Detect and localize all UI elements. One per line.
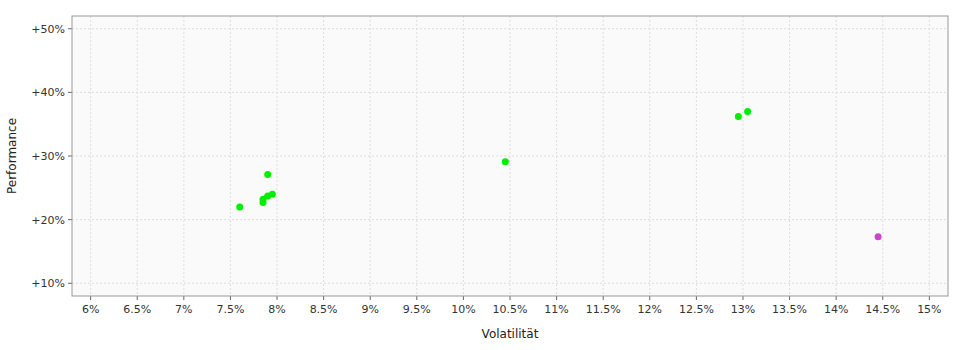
x-tick [416, 296, 417, 300]
x-tick [90, 296, 91, 300]
y-tick [68, 219, 72, 220]
x-grid-line [882, 16, 883, 296]
x-tick [696, 296, 697, 300]
x-tick-label: 14.5% [865, 303, 900, 316]
x-tick-label: 14% [824, 303, 848, 316]
x-tick [649, 296, 650, 300]
points [236, 108, 881, 240]
x-tick-label: 10.5% [493, 303, 528, 316]
point [735, 113, 742, 120]
x-tick-label: 11% [544, 303, 568, 316]
x-tick-label: 6% [82, 303, 99, 316]
grid [72, 16, 948, 296]
x-grid-line [742, 16, 743, 296]
y-grid-line [72, 283, 948, 284]
x-tick-label: 11.5% [586, 303, 621, 316]
x-tick-label: 12.5% [679, 303, 714, 316]
y-tick [68, 28, 72, 29]
x-grid-line [230, 16, 231, 296]
point [236, 203, 243, 210]
x-grid-line [90, 16, 91, 296]
x-tick [556, 296, 557, 300]
plot-area [72, 16, 948, 296]
y-tick-label: +10% [31, 277, 65, 290]
x-tick-label: 13% [731, 303, 755, 316]
x-tick [230, 296, 231, 300]
y-tick-label: +30% [31, 150, 65, 163]
series [236, 108, 751, 210]
x-tick [463, 296, 464, 300]
y-grid-line [72, 156, 948, 157]
y-axis-label: Performance [5, 118, 19, 194]
x-tick [323, 296, 324, 300]
x-axis-label: Volatilität [482, 327, 539, 341]
x-tick-label: 7.5% [216, 303, 244, 316]
point [269, 191, 276, 198]
chart: 6% 6.5% 7% 7.5% 8% 8.5% 9% 9.5% 10% 10.5% 11% 11.5%… [0, 0, 966, 350]
x-grid-line [323, 16, 324, 296]
point [744, 108, 751, 115]
x-tick [882, 296, 883, 300]
x-tick-label: 9.5% [403, 303, 431, 316]
y-tick [68, 283, 72, 284]
x-grid-line [463, 16, 464, 296]
x-tick [277, 296, 278, 300]
y-grid-line [72, 219, 948, 220]
x-tick-label: 8.5% [310, 303, 338, 316]
point [260, 199, 267, 206]
x-tick [510, 296, 511, 300]
x-tick-label: 13.5% [772, 303, 807, 316]
point [502, 158, 509, 165]
x-tick [137, 296, 138, 300]
point [264, 171, 271, 178]
x-tick-label: 8% [268, 303, 285, 316]
y-grid-line [72, 28, 948, 29]
x-tick-label: 12% [638, 303, 662, 316]
y-grid-line [72, 92, 948, 93]
plot-frame [72, 16, 948, 296]
x-tick [836, 296, 837, 300]
x-tick-label: 10% [451, 303, 475, 316]
x-tick [183, 296, 184, 300]
x-tick [603, 296, 604, 300]
series [875, 233, 882, 240]
x-grid-line [603, 16, 604, 296]
x-tick-label: 7% [175, 303, 192, 316]
x-tick-label: 6.5% [123, 303, 151, 316]
x-tick-label: 9% [361, 303, 378, 316]
x-tick-label: 15% [917, 303, 941, 316]
point [875, 233, 882, 240]
x-tick [929, 296, 930, 300]
x-tick [742, 296, 743, 300]
y-tick [68, 156, 72, 157]
x-tick [789, 296, 790, 300]
y-tick-label: +40% [31, 86, 65, 99]
x-tick [370, 296, 371, 300]
y-tick-label: +50% [31, 23, 65, 36]
y-tick [68, 92, 72, 93]
y-tick-label: +20% [31, 214, 65, 227]
